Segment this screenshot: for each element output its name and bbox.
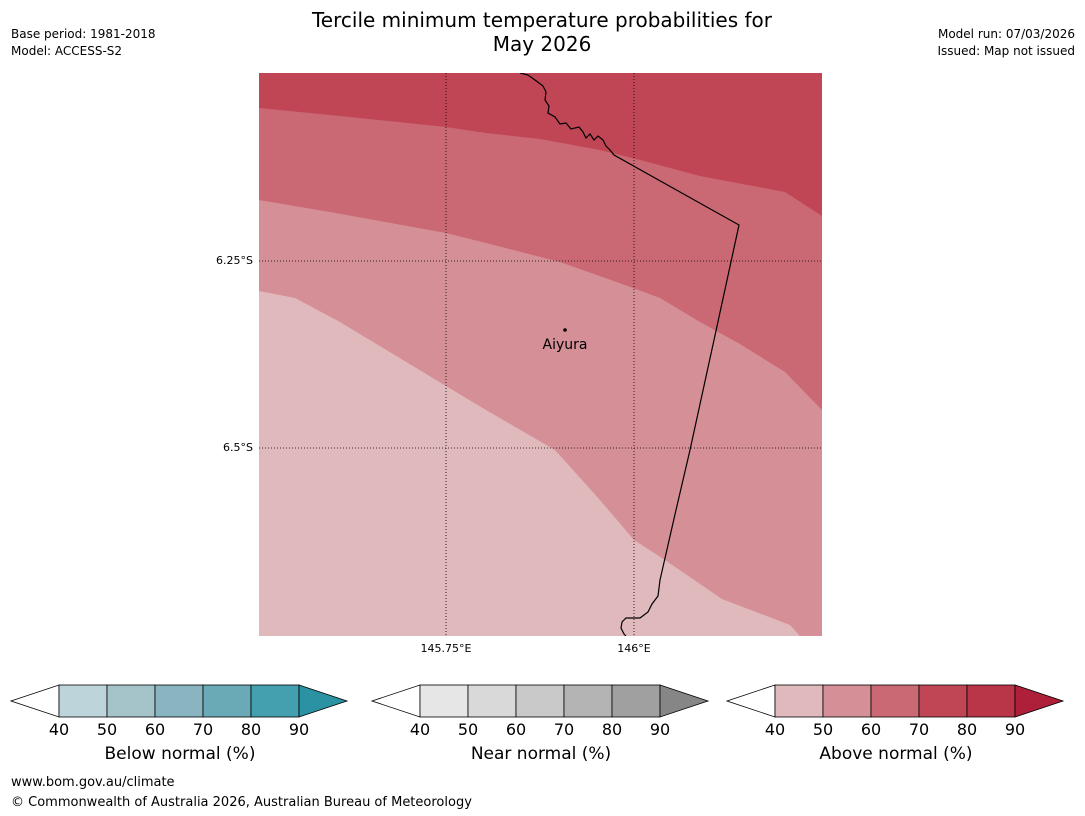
colorbar-below-normal: 40 50 60 70 80 90 Below normal (%) — [10, 684, 350, 764]
near-tick-80: 80 — [601, 720, 623, 739]
above-tick-40: 40 — [764, 720, 786, 739]
colorbar-below-title: Below normal (%) — [104, 744, 256, 764]
swatch-below-over-90 — [298, 684, 349, 718]
swatch-near-50-60 — [467, 684, 517, 718]
footer-copyright: © Commonwealth of Australia 2026, Austra… — [11, 795, 472, 810]
model-run-text: Model run: 07/03/2026 — [937, 27, 1075, 41]
below-tick-50: 50 — [96, 720, 118, 739]
colorbar-below-swatches — [10, 684, 349, 718]
swatch-above-50-60 — [822, 684, 872, 718]
swatch-below-40-50 — [58, 684, 108, 718]
below-tick-90: 90 — [288, 720, 310, 739]
swatch-above-under-40 — [726, 684, 776, 718]
above-tick-60: 60 — [860, 720, 882, 739]
border-line — [519, 73, 740, 636]
below-tick-70: 70 — [192, 720, 214, 739]
swatch-near-70-80 — [563, 684, 613, 718]
near-tick-60: 60 — [505, 720, 527, 739]
swatch-near-over-90 — [659, 684, 710, 718]
swatch-below-under-40 — [10, 684, 60, 718]
above-tick-90: 90 — [1004, 720, 1026, 739]
footer-url[interactable]: www.bom.gov.au/climate — [11, 775, 175, 790]
base-period-text: Base period: 1981-2018 — [11, 27, 156, 41]
swatch-below-60-70 — [154, 684, 204, 718]
model-text: Model: ACCESS-S2 — [11, 44, 123, 58]
map-title-line2: May 2026 — [492, 32, 592, 56]
colorbar-near-title: Near normal (%) — [470, 744, 612, 764]
map-title: Tercile minimum temperature probabilitie… — [242, 8, 842, 56]
lon-label-145-75: 145.75°E — [420, 642, 472, 655]
colorbar-above-title: Above normal (%) — [819, 744, 973, 764]
map-title-line1: Tercile minimum temperature probabilitie… — [311, 8, 773, 32]
near-tick-90: 90 — [649, 720, 671, 739]
place-label-aiyura: Aiyura — [542, 337, 588, 353]
lat-label-6-25: 6.25°S — [216, 254, 253, 267]
swatch-near-60-70 — [515, 684, 565, 718]
probability-map — [259, 73, 822, 636]
near-tick-50: 50 — [457, 720, 479, 739]
band-above-40 — [259, 291, 800, 636]
colorbar-near-swatches — [371, 684, 710, 718]
meta-right: Model run: 07/03/2026 Issued: Map not is… — [937, 26, 1075, 60]
swatch-above-40-50 — [774, 684, 824, 718]
swatch-near-under-40 — [371, 684, 421, 718]
swatch-near-40-50 — [419, 684, 469, 718]
swatch-below-50-60 — [106, 684, 156, 718]
swatch-below-70-80 — [202, 684, 252, 718]
swatch-above-60-70 — [870, 684, 920, 718]
swatch-above-80-90 — [966, 684, 1016, 718]
near-tick-40: 40 — [409, 720, 431, 739]
issued-text: Issued: Map not issued — [937, 44, 1075, 58]
above-tick-50: 50 — [812, 720, 834, 739]
above-tick-70: 70 — [908, 720, 930, 739]
above-tick-80: 80 — [956, 720, 978, 739]
swatch-near-80-90 — [611, 684, 661, 718]
graticule — [259, 73, 822, 636]
aiyura-marker — [563, 328, 567, 332]
colorbar-above-swatches — [726, 684, 1065, 718]
meta-left: Base period: 1981-2018 Model: ACCESS-S2 — [11, 26, 156, 60]
colorbar-near-normal: 40 50 60 70 80 90 Near normal (%) — [371, 684, 711, 764]
swatch-above-over-90 — [1014, 684, 1065, 718]
colorbar-above-normal: 40 50 60 70 80 90 Above normal (%) — [726, 684, 1066, 764]
lon-label-146: 146°E — [617, 642, 651, 655]
below-tick-40: 40 — [48, 720, 70, 739]
swatch-above-70-80 — [918, 684, 968, 718]
near-tick-70: 70 — [553, 720, 575, 739]
below-tick-60: 60 — [144, 720, 166, 739]
below-tick-80: 80 — [240, 720, 262, 739]
lat-label-6-5: 6.5°S — [223, 441, 253, 454]
swatch-below-80-90 — [250, 684, 300, 718]
